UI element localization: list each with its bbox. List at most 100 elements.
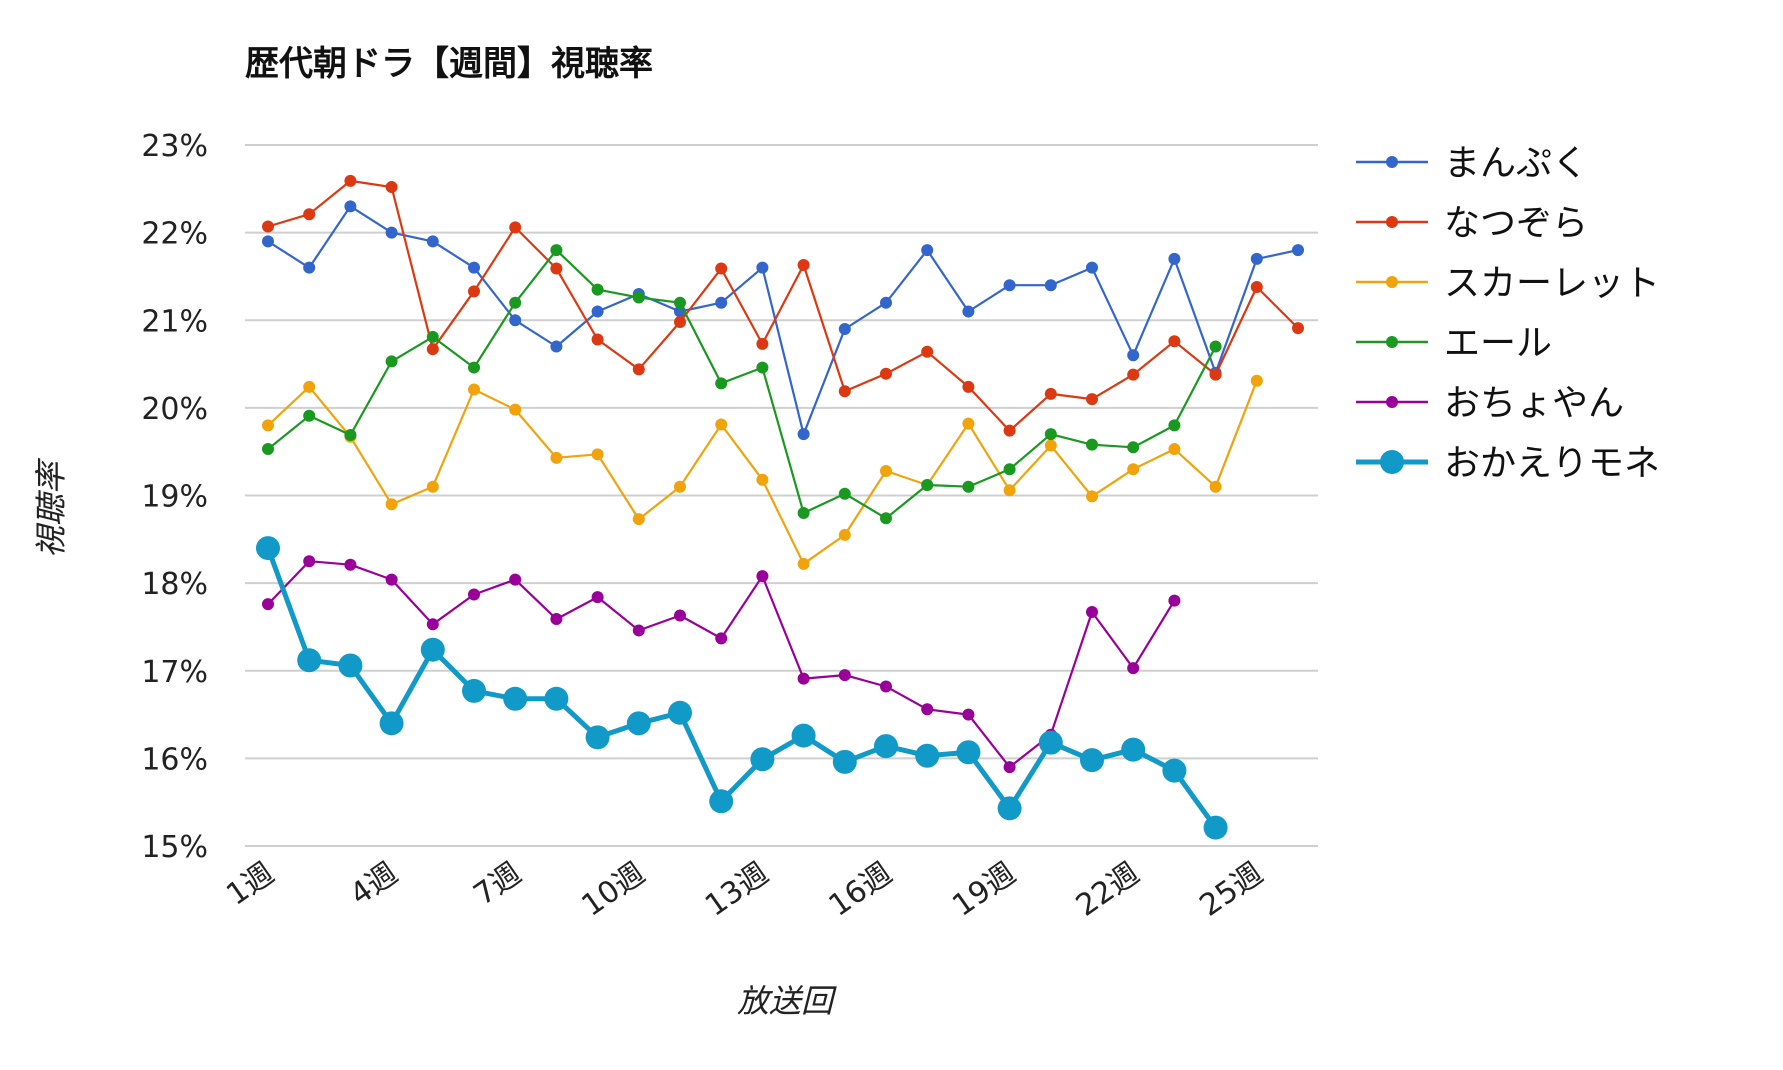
- data-point: [756, 337, 769, 350]
- data-point: [591, 591, 604, 604]
- data-point: [632, 513, 645, 526]
- data-point: [750, 747, 775, 772]
- y-tick-label: 19%: [141, 480, 208, 515]
- data-point: [1003, 279, 1016, 292]
- data-point: [1003, 484, 1016, 497]
- data-point: [297, 648, 322, 673]
- data-point: [1168, 419, 1181, 432]
- data-point: [1086, 261, 1098, 274]
- data-point: [591, 333, 604, 346]
- data-point: [838, 323, 851, 336]
- data-point: [674, 296, 686, 309]
- x-tick-label: 25週: [1193, 856, 1269, 924]
- data-point: [1086, 438, 1098, 451]
- data-point: [385, 181, 398, 194]
- x-tick-label: 19週: [946, 856, 1022, 924]
- data-point: [1292, 322, 1304, 335]
- data-point: [1003, 463, 1016, 476]
- data-point: [303, 261, 316, 274]
- data-point: [468, 361, 480, 374]
- y-tick-label: 20%: [141, 392, 208, 427]
- data-point: [838, 385, 851, 398]
- data-point: [1127, 463, 1140, 476]
- legend-label: おかえりモネ: [1444, 443, 1660, 484]
- data-point: [1044, 387, 1057, 400]
- data-point: [1086, 606, 1098, 619]
- y-tick-label: 21%: [141, 304, 208, 339]
- data-point: [921, 345, 934, 358]
- data-point: [385, 226, 398, 239]
- y-tick-label: 16%: [141, 742, 208, 777]
- data-point: [632, 291, 645, 304]
- x-tick-label: 7週: [467, 856, 527, 913]
- data-point: [509, 314, 522, 327]
- data-point: [1168, 443, 1181, 456]
- data-point: [880, 680, 892, 693]
- data-point: [385, 573, 398, 586]
- data-point: [756, 261, 769, 274]
- data-point: [791, 723, 816, 748]
- data-point: [715, 418, 728, 431]
- legend-item: まんぷく: [1356, 143, 1588, 184]
- data-point: [674, 316, 686, 329]
- legend-marker: [1386, 216, 1398, 228]
- data-point: [262, 598, 274, 611]
- data-point: [874, 734, 898, 759]
- data-point: [956, 740, 981, 765]
- data-point: [832, 749, 857, 774]
- series-3: [262, 374, 1263, 570]
- legend-marker: [1380, 450, 1404, 474]
- data-point: [509, 573, 522, 586]
- data-point: [426, 343, 439, 356]
- legend-label: なつぞら: [1444, 203, 1588, 244]
- data-point: [674, 609, 686, 622]
- data-point: [797, 507, 810, 520]
- data-point: [262, 235, 274, 248]
- data-point: [468, 588, 480, 601]
- data-point: [1162, 758, 1187, 783]
- data-point: [591, 305, 604, 318]
- data-point: [1044, 279, 1057, 292]
- legend-marker: [1386, 276, 1398, 288]
- x-tick-label: 1週: [220, 856, 280, 913]
- data-point: [468, 261, 480, 274]
- data-point: [426, 235, 439, 248]
- data-point: [509, 403, 522, 416]
- legend-marker: [1386, 156, 1398, 168]
- data-point: [1209, 368, 1222, 381]
- data-point: [1250, 280, 1263, 293]
- data-point: [303, 409, 316, 422]
- series-line: [267, 560, 1176, 769]
- y-tick-label: 18%: [141, 567, 208, 602]
- y-tick-label: 22%: [141, 217, 208, 252]
- data-point: [921, 244, 934, 257]
- data-point: [1203, 815, 1228, 840]
- y-tick-label: 17%: [141, 655, 208, 690]
- data-point: [262, 220, 274, 233]
- legend-item: スカーレット: [1356, 263, 1660, 304]
- data-point: [1080, 748, 1104, 773]
- data-point: [550, 613, 563, 626]
- data-point: [632, 624, 645, 637]
- series-line: [267, 249, 1217, 520]
- data-point: [303, 380, 316, 393]
- data-point: [756, 361, 769, 374]
- data-point: [709, 789, 734, 814]
- legend-item: おかえりモネ: [1356, 443, 1660, 484]
- data-point: [880, 464, 892, 477]
- data-point: [915, 743, 940, 768]
- data-point: [962, 417, 975, 430]
- data-point: [344, 174, 357, 187]
- data-point: [379, 711, 404, 736]
- series-4: [262, 244, 1222, 525]
- x-axis-title: 放送回: [737, 982, 837, 1020]
- data-point: [1003, 761, 1016, 774]
- data-point: [838, 528, 851, 541]
- data-point: [1121, 737, 1146, 762]
- data-point: [632, 363, 645, 376]
- data-point: [344, 429, 357, 442]
- data-point: [880, 296, 892, 309]
- data-point: [256, 536, 280, 561]
- data-point: [550, 244, 563, 257]
